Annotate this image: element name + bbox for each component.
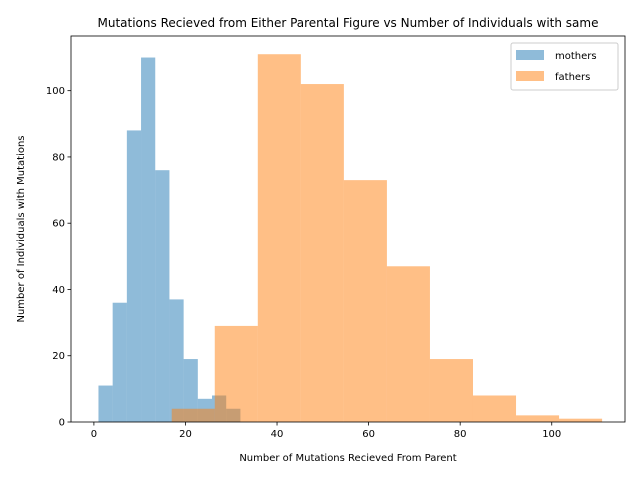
legend-swatch-mothers — [516, 50, 544, 60]
y-axis-label: Number of Individuals with Mutations — [16, 135, 27, 322]
legend: mothers fathers — [510, 42, 619, 91]
bar-fathers-7 — [472, 395, 517, 422]
bar-fathers-5 — [386, 266, 430, 422]
x-tick-label-40: 40 — [271, 429, 284, 440]
x-tick-label-80: 80 — [454, 429, 467, 440]
x-tick-label-100: 100 — [542, 429, 561, 440]
y-tick-label-100: 100 — [46, 86, 65, 97]
bar-mothers-3 — [141, 57, 156, 423]
bar-fathers-3 — [300, 84, 344, 423]
plot-frame — [70, 35, 626, 423]
bar-fathers-9 — [559, 418, 603, 422]
legend-swatch-fathers — [516, 71, 544, 81]
y-tick-label-60: 60 — [52, 219, 65, 230]
axes-layer: 0 20 40 60 80 100 0 20 40 60 80 100 — [46, 35, 626, 440]
bar-mothers-5 — [169, 299, 184, 422]
legend-label-mothers: mothers — [555, 51, 597, 62]
bar-mothers-6 — [183, 359, 198, 422]
bar-mothers-1 — [112, 302, 127, 422]
x-tick-label-60: 60 — [362, 429, 375, 440]
x-tick-label-0: 0 — [91, 429, 97, 440]
bar-fathers-1 — [214, 325, 258, 422]
bars-layer — [98, 54, 603, 423]
y-tick-label-80: 80 — [52, 152, 65, 163]
y-tick-label-0: 0 — [59, 418, 65, 429]
legend-label-fathers: fathers — [555, 72, 590, 83]
y-tick-label-40: 40 — [52, 285, 65, 296]
x-axis-label: Number of Mutations Recieved From Parent — [239, 453, 456, 464]
bar-fathers-6 — [429, 359, 473, 422]
bar-mothers-0 — [98, 385, 113, 422]
bar-mothers-2 — [126, 130, 142, 422]
y-tick-label-20: 20 — [52, 351, 65, 362]
bar-fathers-2 — [257, 54, 301, 422]
bar-fathers-0 — [171, 408, 215, 422]
bar-mothers-4 — [155, 170, 170, 422]
x-tick-label-20: 20 — [179, 429, 192, 440]
chart-title: Mutations Recieved from Either Parental … — [98, 16, 599, 30]
bar-fathers-4 — [343, 180, 387, 422]
bar-fathers-8 — [516, 415, 560, 422]
